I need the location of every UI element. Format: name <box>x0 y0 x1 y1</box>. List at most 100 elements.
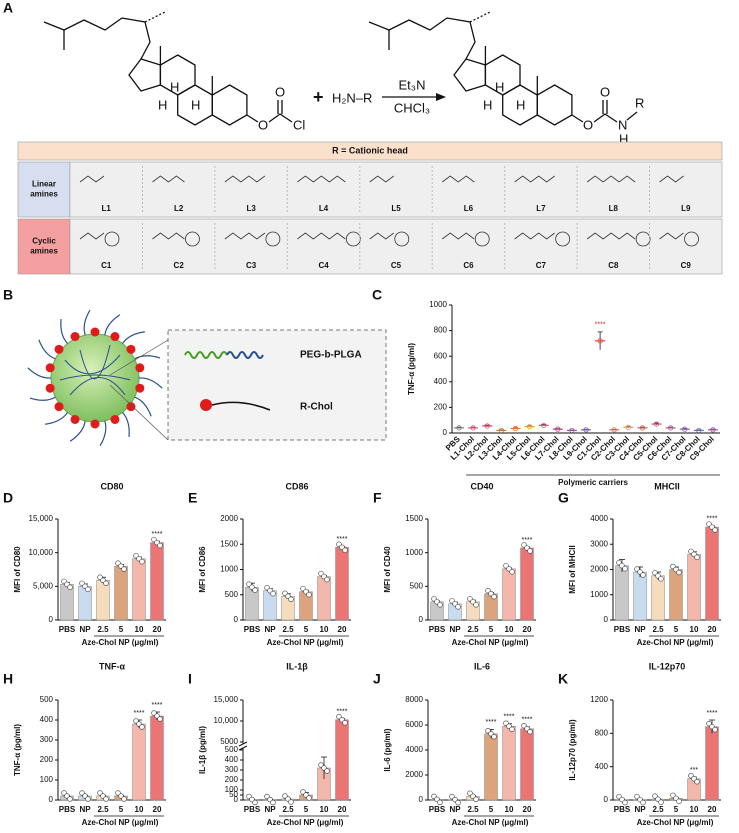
cationic-head <box>135 383 145 393</box>
atom: O <box>258 117 268 132</box>
bar <box>114 565 128 621</box>
row-label: Linear amines <box>30 180 58 199</box>
chart-title: CD40 <box>470 481 493 491</box>
x-tick-label: 2.5 <box>97 805 109 814</box>
replicate-point <box>288 799 294 805</box>
chart-title: MHCII <box>654 481 680 491</box>
amine-label: C7 <box>536 261 547 270</box>
x-tick-label: 5 <box>489 625 494 634</box>
amine-label: L1 <box>102 204 112 213</box>
significance: **** <box>152 531 163 538</box>
replicate-point <box>455 604 461 610</box>
y-axis-label: IL-6 (pg/ml) <box>383 728 392 771</box>
significance: **** <box>707 516 718 523</box>
atom: N <box>618 117 627 132</box>
amine-sketch <box>369 175 395 183</box>
amine-label: C8 <box>608 261 619 270</box>
y-tick-label: 10,000 <box>214 716 239 725</box>
y-tick-label: 200 <box>434 403 448 412</box>
cationic-head <box>126 344 136 354</box>
replicate-point <box>103 580 109 587</box>
amine-sketch <box>514 232 555 240</box>
x-tick-label: 5 <box>674 805 679 814</box>
callout <box>109 384 169 441</box>
amine-ring <box>474 231 490 247</box>
y-tick-label: 0 <box>49 795 54 804</box>
panel-letter: K <box>558 671 568 687</box>
x-axis-label: Aze-Chol NP (μg/ml) <box>637 818 714 827</box>
atom: O <box>600 84 610 99</box>
y-axis-label: TNF-α (pg/ml) <box>13 724 22 776</box>
x-tick-label: 2.5 <box>282 805 294 814</box>
y-tick-label: 1500 <box>405 514 423 523</box>
atom: Cl <box>293 117 305 132</box>
amine-label: L6 <box>464 204 474 213</box>
row-label-cell <box>17 161 71 218</box>
replicate-point <box>712 726 718 733</box>
chart-title: TNF-α <box>99 661 125 671</box>
atom: H <box>495 79 504 94</box>
x-tick-label: PBS <box>244 625 261 634</box>
replicate-point <box>324 576 330 583</box>
replicate-point <box>498 427 504 434</box>
amine-sketch <box>152 232 185 240</box>
y-tick-label: 500 <box>410 581 424 590</box>
y-tick-label: 300 <box>40 735 54 744</box>
amine-sketch <box>514 175 555 183</box>
atom: H <box>516 97 525 112</box>
atom: H <box>191 97 200 112</box>
replicate-point <box>658 576 664 582</box>
significance: **** <box>134 710 145 717</box>
panel-letter: J <box>373 671 381 687</box>
x-tick-label: NP <box>449 805 461 814</box>
replicate-point <box>484 423 490 429</box>
plga-chain <box>184 351 228 359</box>
cationic-head <box>54 344 64 354</box>
x-axis-label: Aze-Chol NP (μg/ml) <box>267 818 344 827</box>
x-tick-label: 20 <box>338 625 347 634</box>
x-tick-label: 5 <box>304 625 309 634</box>
panel-letter: D <box>3 490 13 506</box>
amine-ring <box>635 231 651 247</box>
replicate-point <box>622 799 628 806</box>
peg-strand <box>134 396 152 417</box>
amine-label: L8 <box>609 204 619 213</box>
bar <box>96 580 110 621</box>
amine-sketch <box>79 175 105 183</box>
y-tick-label: 400 <box>40 715 54 724</box>
x-tick-label: PBS <box>59 625 76 634</box>
x-tick-label: 10 <box>690 805 699 814</box>
bar <box>669 569 683 621</box>
amine-sketch <box>224 232 266 240</box>
x-tick-label: NP <box>634 625 646 634</box>
atom: H <box>483 97 492 112</box>
y-tick-label: 5,000 <box>33 581 54 590</box>
replicate-point <box>509 726 515 732</box>
x-tick-label: 10 <box>505 625 514 634</box>
replicate-point <box>676 798 682 805</box>
chart-title: IL-12p70 <box>649 661 686 671</box>
x-tick-label: 2.5 <box>467 625 479 634</box>
amine-label: C5 <box>391 261 402 270</box>
replicate-point <box>456 425 462 431</box>
y-tick-label: 100 <box>225 785 239 794</box>
amine-sketch <box>297 232 346 240</box>
replicate-point <box>491 593 497 600</box>
replicate-point <box>288 596 294 603</box>
amine-label: L4 <box>319 204 329 213</box>
y-tick-label: 1200 <box>590 695 608 704</box>
solvent: CHCl₃ <box>394 100 430 115</box>
cationic-head <box>45 363 55 373</box>
x-axis-label: Polymeric carriers <box>558 478 628 487</box>
x-tick-label: 20 <box>338 805 347 814</box>
table-body: Linear amines L1 L2 L3 L4 L5 L6 L7 L8 L9 Cyclic amin… <box>17 161 723 275</box>
amine-label: L5 <box>391 204 401 213</box>
nanoparticle <box>27 309 163 447</box>
peg-strand <box>38 339 56 360</box>
y-tick-label: 50 <box>229 790 238 799</box>
amine-label: C2 <box>174 261 185 270</box>
amine-label: C1 <box>101 261 112 270</box>
x-tick-label: NP <box>79 625 91 634</box>
x-tick-label: 5 <box>119 805 124 814</box>
chart-title: IL-6 <box>474 661 490 671</box>
